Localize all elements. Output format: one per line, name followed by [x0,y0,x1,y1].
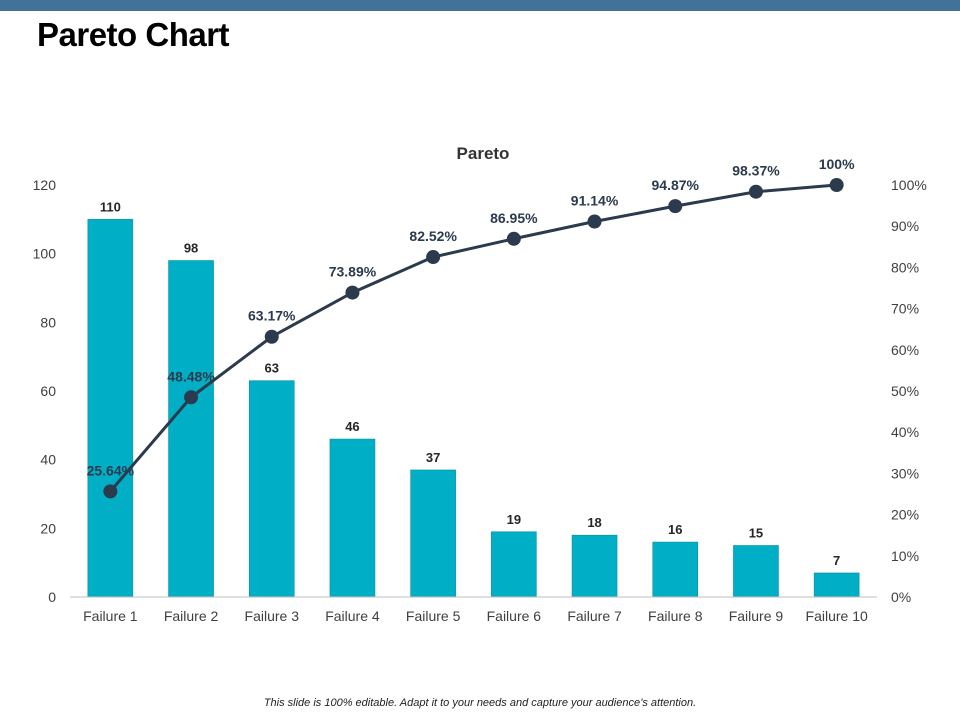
left-axis-tick-label: 40 [40,452,56,468]
bar [571,534,618,598]
right-axis-tick-label: 20% [891,507,919,523]
x-axis-category-label: Failure 7 [567,608,622,624]
cumulative-data-label: 100% [819,156,855,172]
bar-data-label: 110 [100,199,121,214]
x-axis-category-label: Failure 1 [83,608,138,624]
bar-data-label: 18 [587,515,601,530]
x-axis-category-label: Failure 10 [806,608,868,624]
bar [248,380,295,598]
chart-title: Pareto [457,144,510,163]
left-axis-tick-label: 20 [40,520,56,536]
bar-data-label: 46 [345,419,359,434]
bar-data-label: 37 [426,450,440,465]
left-axis-tick-label: 100 [33,246,57,262]
bar-data-label: 19 [507,512,521,527]
right-axis-tick-label: 90% [891,218,919,234]
cumulative-point [668,199,683,214]
bar-data-label: 98 [184,241,198,256]
bar [168,260,214,598]
cumulative-data-label: 63.17% [248,308,296,324]
left-axis-ticks: 0 20 40 60 80 100 120 [33,177,57,605]
x-axis-category-label: Failure 3 [245,608,300,624]
pareto-chart: Pareto 0 20 40 60 80 100 120 0% 10% 20% 30% 40% 50%… [33,144,927,624]
cumulative-data-label: 98.37% [732,163,780,179]
cumulative-point [103,484,118,499]
bar-data-labels: 110 98 63 46 37 19 18 16 15 7 [100,199,840,568]
right-axis-tick-label: 70% [891,301,919,317]
right-axis-tick-label: 100% [891,177,927,193]
cumulative-data-label: 48.48% [167,368,215,384]
x-axis-category-label: Failure 9 [729,608,784,624]
left-axis-tick-label: 60 [40,383,56,399]
bar-data-label: 63 [265,361,279,376]
top-accent-bar [0,0,960,11]
x-axis-labels: Failure 1 Failure 2 Failure 3 Failure 4 Fail… [83,608,868,624]
cumulative-line-series [103,178,844,499]
cumulative-data-label: 82.52% [409,228,457,244]
slide-footer-note: This slide is 100% editable. Adapt it to… [263,697,697,709]
bar [87,219,134,598]
x-axis-category-label: Failure 4 [325,608,380,624]
cumulative-data-label: 91.14% [571,193,619,209]
cumulative-data-label: 73.89% [329,264,377,280]
right-axis-tick-label: 80% [891,259,919,275]
cumulative-data-label: 94.87% [652,177,700,193]
x-axis-category-label: Failure 5 [406,608,461,624]
cumulative-point [748,184,763,199]
right-axis-tick-label: 0% [891,589,911,605]
x-axis-category-label: Failure 6 [487,608,542,624]
cumulative-point [426,250,441,265]
cumulative-point [587,214,602,229]
cumulative-point [184,390,199,405]
bar [491,531,537,598]
slide-title: Pareto Chart [37,16,230,53]
cumulative-point [264,329,279,344]
bar-series [87,219,860,598]
cumulative-data-label: 86.95% [490,210,538,226]
right-axis-tick-label: 60% [891,342,919,358]
right-axis-tick-label: 40% [891,424,919,440]
cumulative-line [109,183,837,493]
bar-data-label: 16 [668,522,682,537]
left-axis-tick-label: 120 [33,177,57,193]
bar [733,545,779,598]
x-axis-category-label: Failure 2 [164,608,219,624]
cumulative-point [829,178,844,192]
right-axis-tick-label: 10% [891,548,919,564]
x-axis-category-label: Failure 8 [648,608,703,624]
cumulative-data-label: 25.64% [87,462,135,478]
bar [652,541,699,598]
bar-data-label: 7 [833,553,840,568]
cumulative-point [345,285,360,300]
right-axis-tick-label: 30% [891,465,919,481]
cumulative-point [506,231,521,246]
bar [410,469,456,598]
bar [813,572,860,598]
bar [329,438,376,598]
right-axis-tick-label: 50% [891,383,919,399]
cumulative-data-labels: 25.64% 48.48% 63.17% 73.89% 82.52% 86.95% 91.1… [87,156,855,478]
left-axis-tick-label: 80 [40,314,56,330]
left-axis-tick-label: 0 [48,589,56,605]
right-axis-ticks: 0% 10% 20% 30% 40% 50% 60% 70% 80% 90% 100% [891,177,927,605]
bar-data-label: 15 [749,526,763,541]
